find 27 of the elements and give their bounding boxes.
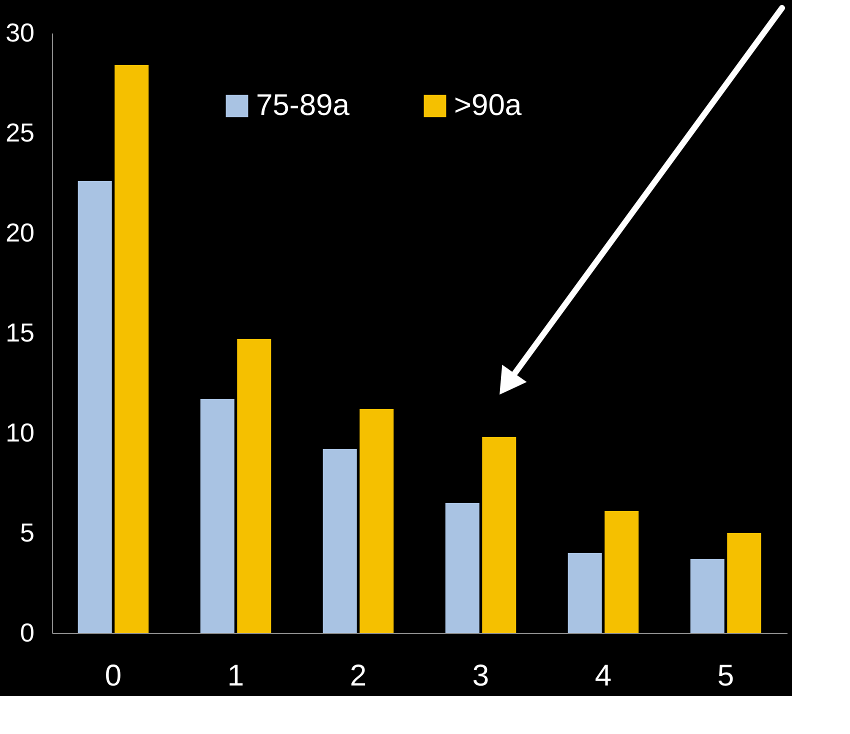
bar — [114, 65, 149, 633]
x-tick-label: 5 — [717, 660, 734, 692]
bar — [322, 449, 357, 633]
bar — [690, 559, 724, 633]
bar — [237, 339, 272, 633]
y-tick-label: 20 — [6, 218, 34, 248]
x-tick-label: 1 — [227, 660, 244, 692]
y-tick-label: 25 — [6, 118, 34, 148]
y-tick-label: 0 — [20, 618, 34, 648]
x-tick-label: 3 — [472, 660, 490, 692]
bar — [727, 533, 762, 633]
bar — [78, 181, 112, 633]
legend-label: >90a — [454, 89, 522, 122]
bar — [360, 409, 394, 633]
bar — [445, 503, 480, 633]
y-tick-label: 10 — [6, 418, 34, 448]
bar — [482, 437, 516, 633]
y-tick-label: 15 — [6, 318, 34, 348]
bar — [604, 511, 639, 633]
bar — [200, 399, 234, 633]
x-tick-label: 2 — [350, 660, 367, 692]
x-tick-label: 4 — [594, 660, 612, 692]
y-tick-label: 30 — [6, 18, 34, 48]
x-tick-label: 0 — [104, 660, 122, 692]
legend-label: 75-89a — [256, 89, 350, 122]
bar — [568, 553, 602, 633]
y-tick-label: 5 — [20, 518, 34, 548]
